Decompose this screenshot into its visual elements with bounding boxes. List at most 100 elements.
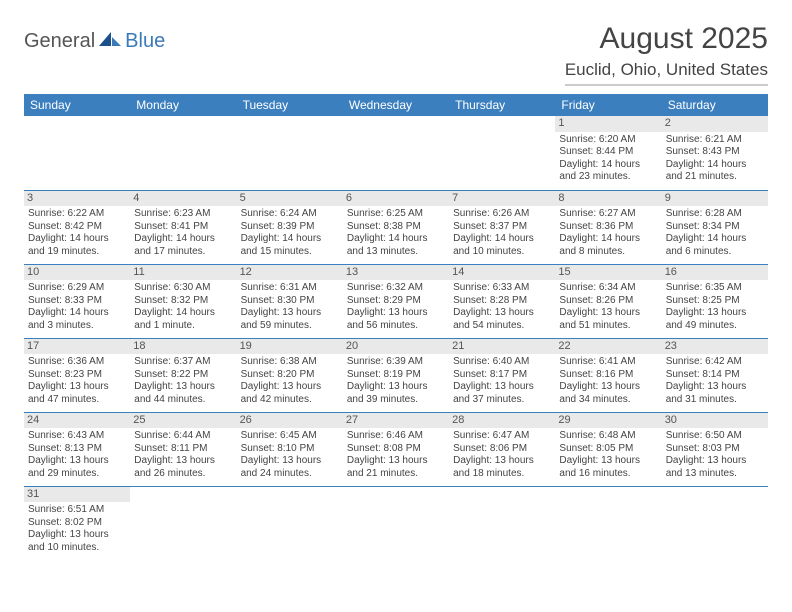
sunset-text: Sunset: 8:32 PM [134,295,232,308]
month-title: August 2025 [565,22,768,56]
day-number: 12 [237,265,343,281]
calendar-cell: 20Sunrise: 6:39 AMSunset: 8:19 PMDayligh… [343,338,449,412]
calendar-cell: 8Sunrise: 6:27 AMSunset: 8:36 PMDaylight… [555,190,661,264]
sunset-text: Sunset: 8:36 PM [559,221,657,234]
calendar-cell: 24Sunrise: 6:43 AMSunset: 8:13 PMDayligh… [24,412,130,486]
sunset-text: Sunset: 8:17 PM [453,369,551,382]
sunrise-text: Sunrise: 6:32 AM [347,282,445,295]
sunset-text: Sunset: 8:34 PM [666,221,764,234]
calendar-cell: 9Sunrise: 6:28 AMSunset: 8:34 PMDaylight… [662,190,768,264]
calendar-cell [449,116,555,190]
day-number: 10 [24,265,130,281]
sunrise-text: Sunrise: 6:34 AM [559,282,657,295]
calendar-cell: 6Sunrise: 6:25 AMSunset: 8:38 PMDaylight… [343,190,449,264]
sunrise-text: Sunrise: 6:45 AM [241,430,339,443]
daylight-text: Daylight: 13 hours and 29 minutes. [28,455,126,480]
calendar-cell: 5Sunrise: 6:24 AMSunset: 8:39 PMDaylight… [237,190,343,264]
calendar-cell [237,116,343,190]
calendar-cell: 27Sunrise: 6:46 AMSunset: 8:08 PMDayligh… [343,412,449,486]
daylight-text: Daylight: 14 hours and 19 minutes. [28,233,126,258]
day-number: 8 [555,191,661,207]
calendar-week: 3Sunrise: 6:22 AMSunset: 8:42 PMDaylight… [24,190,768,264]
calendar-cell [130,116,236,190]
sunrise-text: Sunrise: 6:30 AM [134,282,232,295]
sunrise-text: Sunrise: 6:46 AM [347,430,445,443]
sunrise-text: Sunrise: 6:42 AM [666,356,764,369]
calendar-week: 10Sunrise: 6:29 AMSunset: 8:33 PMDayligh… [24,264,768,338]
sunrise-text: Sunrise: 6:48 AM [559,430,657,443]
calendar-cell: 18Sunrise: 6:37 AMSunset: 8:22 PMDayligh… [130,338,236,412]
sunrise-text: Sunrise: 6:24 AM [241,208,339,221]
sunrise-text: Sunrise: 6:44 AM [134,430,232,443]
sunrise-text: Sunrise: 6:27 AM [559,208,657,221]
calendar-week: 17Sunrise: 6:36 AMSunset: 8:23 PMDayligh… [24,338,768,412]
daylight-text: Daylight: 13 hours and 24 minutes. [241,455,339,480]
calendar-cell: 4Sunrise: 6:23 AMSunset: 8:41 PMDaylight… [130,190,236,264]
calendar-cell: 26Sunrise: 6:45 AMSunset: 8:10 PMDayligh… [237,412,343,486]
daylight-text: Daylight: 13 hours and 49 minutes. [666,307,764,332]
sunrise-text: Sunrise: 6:40 AM [453,356,551,369]
daylight-text: Daylight: 13 hours and 37 minutes. [453,381,551,406]
sunset-text: Sunset: 8:44 PM [559,146,657,159]
calendar-cell: 17Sunrise: 6:36 AMSunset: 8:23 PMDayligh… [24,338,130,412]
weekday-header: Sunday [24,94,130,116]
sunset-text: Sunset: 8:05 PM [559,443,657,456]
sunset-text: Sunset: 8:25 PM [666,295,764,308]
sunset-text: Sunset: 8:28 PM [453,295,551,308]
weekday-header: Wednesday [343,94,449,116]
day-number: 1 [555,116,661,132]
weekday-header: Saturday [662,94,768,116]
day-number: 26 [237,413,343,429]
daylight-text: Daylight: 14 hours and 15 minutes. [241,233,339,258]
daylight-text: Daylight: 14 hours and 8 minutes. [559,233,657,258]
calendar-cell [343,116,449,190]
sunrise-text: Sunrise: 6:29 AM [28,282,126,295]
daylight-text: Daylight: 13 hours and 34 minutes. [559,381,657,406]
day-number: 6 [343,191,449,207]
sunrise-text: Sunrise: 6:26 AM [453,208,551,221]
calendar-cell: 14Sunrise: 6:33 AMSunset: 8:28 PMDayligh… [449,264,555,338]
sunset-text: Sunset: 8:39 PM [241,221,339,234]
day-number: 5 [237,191,343,207]
calendar-cell [24,116,130,190]
day-number: 21 [449,339,555,355]
daylight-text: Daylight: 14 hours and 17 minutes. [134,233,232,258]
daylight-text: Daylight: 13 hours and 56 minutes. [347,307,445,332]
day-number: 18 [130,339,236,355]
sunset-text: Sunset: 8:23 PM [28,369,126,382]
calendar-week: 1Sunrise: 6:20 AMSunset: 8:44 PMDaylight… [24,116,768,190]
day-number: 19 [237,339,343,355]
day-number: 29 [555,413,661,429]
daylight-text: Daylight: 13 hours and 44 minutes. [134,381,232,406]
daylight-text: Daylight: 13 hours and 10 minutes. [28,529,126,554]
day-number: 23 [662,339,768,355]
sunset-text: Sunset: 8:41 PM [134,221,232,234]
daylight-text: Daylight: 13 hours and 26 minutes. [134,455,232,480]
sunset-text: Sunset: 8:14 PM [666,369,764,382]
daylight-text: Daylight: 14 hours and 10 minutes. [453,233,551,258]
calendar-cell: 11Sunrise: 6:30 AMSunset: 8:32 PMDayligh… [130,264,236,338]
sunset-text: Sunset: 8:02 PM [28,517,126,530]
calendar-cell [237,486,343,560]
title-block: August 2025 Euclid, Ohio, United States [565,22,768,86]
calendar-table: SundayMondayTuesdayWednesdayThursdayFrid… [24,94,768,560]
sunrise-text: Sunrise: 6:41 AM [559,356,657,369]
day-number: 14 [449,265,555,281]
calendar-cell: 23Sunrise: 6:42 AMSunset: 8:14 PMDayligh… [662,338,768,412]
calendar-body: 1Sunrise: 6:20 AMSunset: 8:44 PMDaylight… [24,116,768,560]
weekday-header: Friday [555,94,661,116]
daylight-text: Daylight: 14 hours and 6 minutes. [666,233,764,258]
calendar-cell: 3Sunrise: 6:22 AMSunset: 8:42 PMDaylight… [24,190,130,264]
calendar-cell: 15Sunrise: 6:34 AMSunset: 8:26 PMDayligh… [555,264,661,338]
daylight-text: Daylight: 14 hours and 1 minute. [134,307,232,332]
daylight-text: Daylight: 13 hours and 21 minutes. [347,455,445,480]
sunset-text: Sunset: 8:38 PM [347,221,445,234]
day-number: 20 [343,339,449,355]
sunrise-text: Sunrise: 6:28 AM [666,208,764,221]
sunrise-text: Sunrise: 6:50 AM [666,430,764,443]
daylight-text: Daylight: 13 hours and 16 minutes. [559,455,657,480]
day-number: 31 [24,487,130,503]
daylight-text: Daylight: 14 hours and 3 minutes. [28,307,126,332]
calendar-cell: 16Sunrise: 6:35 AMSunset: 8:25 PMDayligh… [662,264,768,338]
sunrise-text: Sunrise: 6:47 AM [453,430,551,443]
